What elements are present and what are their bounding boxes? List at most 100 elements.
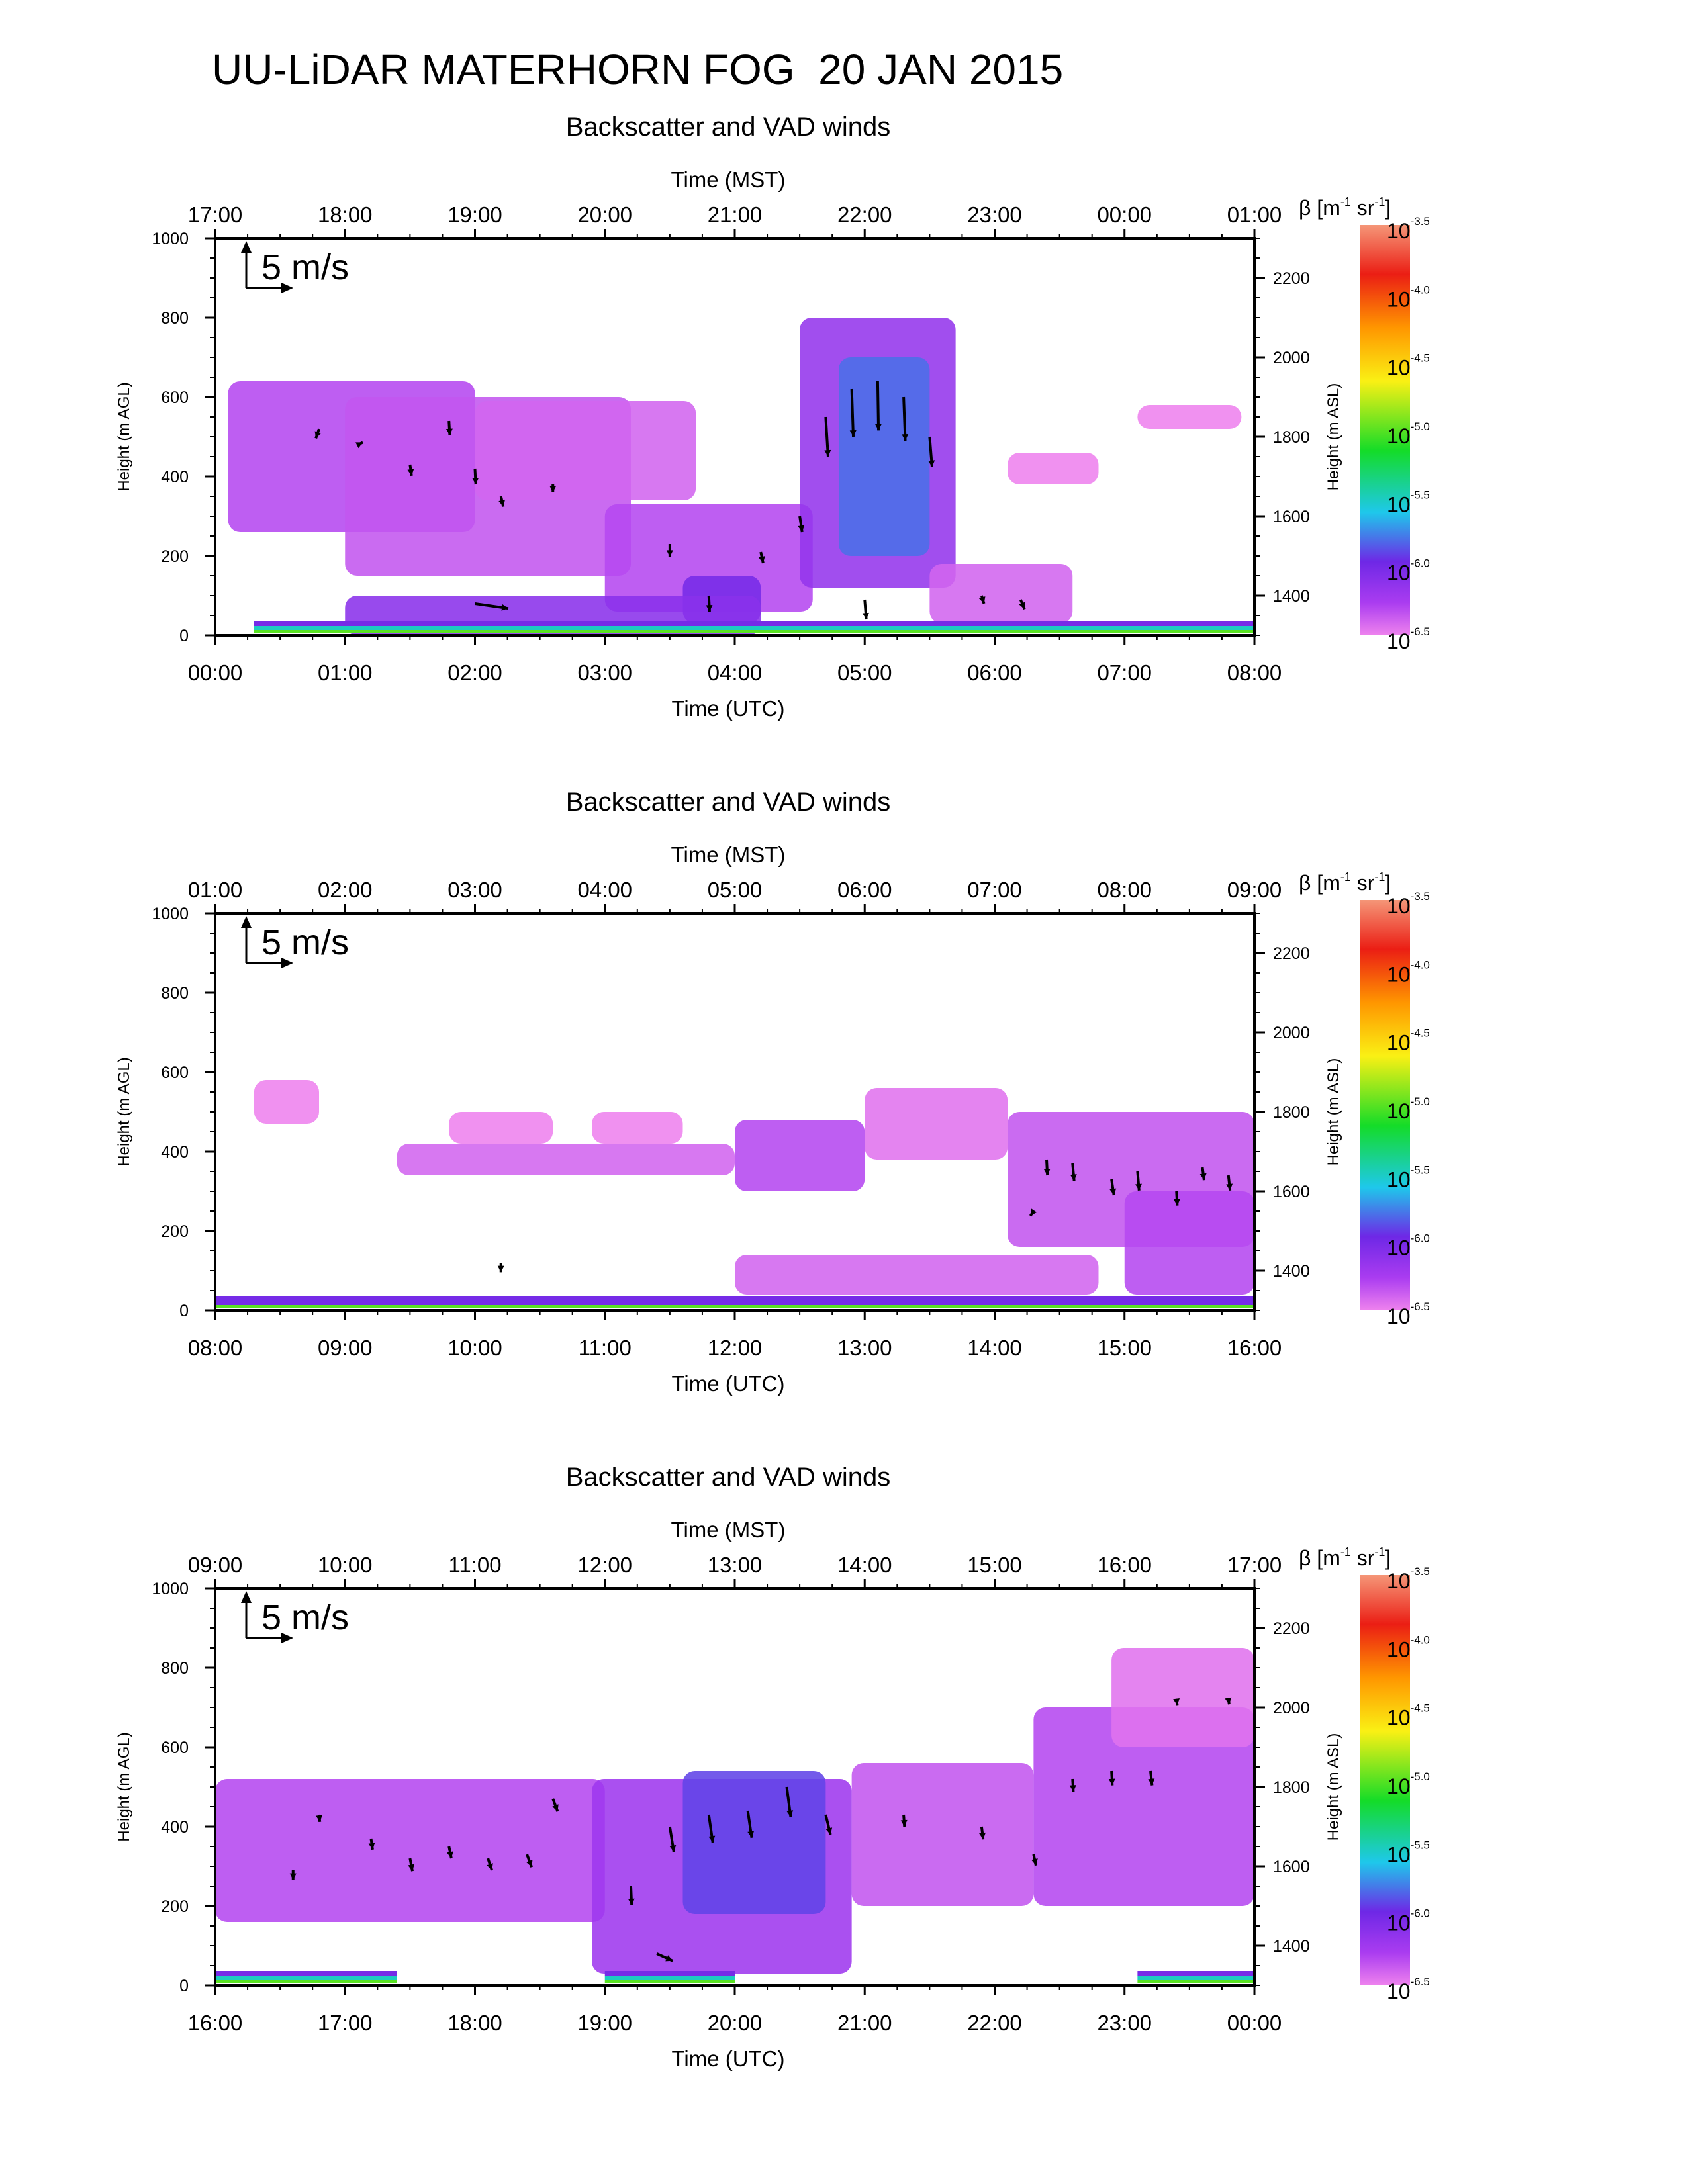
wind-vector-head <box>786 1810 794 1817</box>
y2-tick-label: 2000 <box>1273 1699 1310 1717</box>
wind-vector-head <box>501 604 508 611</box>
colorbar-tick-exponent: -5.0 <box>1411 420 1430 433</box>
y2-tick-label: 1600 <box>1273 1183 1310 1201</box>
y2-tick-label: 2200 <box>1273 269 1310 288</box>
backscatter-region <box>254 1080 319 1124</box>
wind-vector-head <box>979 1832 986 1840</box>
surface-layer-band <box>215 1980 397 1983</box>
wind-vector-head <box>825 1827 833 1835</box>
x2-tick-label: 14:00 <box>837 1553 892 1577</box>
backscatter-region <box>604 504 813 612</box>
x-tick-label: 10:00 <box>447 1336 502 1360</box>
chart-panel-1: Backscatter and VAD winds Time (MST) 00:00… <box>0 99 1688 761</box>
y-tick-label: 800 <box>161 309 189 328</box>
y2-tick-label: 1400 <box>1273 1262 1310 1281</box>
colorbar-tick-base: 10 <box>1387 561 1411 585</box>
colorbar-tick-base: 10 <box>1387 1236 1411 1260</box>
colorbar-tick-exponent: -6.0 <box>1411 1907 1430 1920</box>
colorbar-tick-exponent: -4.5 <box>1411 1027 1430 1040</box>
y2-tick-label: 1800 <box>1273 1778 1310 1797</box>
colorbar-tick-base: 10 <box>1387 894 1411 918</box>
colorbar-label-part: -1 <box>1374 870 1385 884</box>
wind-vector-head <box>1199 1173 1207 1181</box>
x-tick-label: 21:00 <box>837 2011 892 2035</box>
wind-vector-head <box>487 1863 493 1870</box>
x2-tick-label: 07:00 <box>967 878 1022 902</box>
wind-vector-head <box>1070 1174 1077 1181</box>
backscatter-region <box>215 1779 605 1922</box>
backscatter-region <box>1111 1648 1254 1747</box>
y2-tick-label: 1400 <box>1273 1937 1310 1956</box>
x-tick-label: 17:00 <box>318 2011 373 2035</box>
y-axis-label: Height (m AGL) <box>115 1732 133 1841</box>
x-tick-label: 22:00 <box>967 2011 1022 2035</box>
colorbar-label-part: sr <box>1351 871 1375 895</box>
wind-vector-head <box>1030 1208 1037 1216</box>
backscatter-region <box>735 1120 865 1191</box>
colorbar-tick-exponent: -6.5 <box>1411 1976 1430 1988</box>
x-tick-label: 03:00 <box>577 660 632 685</box>
wind-vector-head <box>1069 1785 1076 1792</box>
y-tick-label: 1000 <box>152 905 189 923</box>
backscatter-region <box>1033 1707 1254 1906</box>
x2-tick-label: 20:00 <box>577 203 632 227</box>
colorbar-tick-exponent: -3.5 <box>1411 1565 1430 1578</box>
colorbar-label-part: -1 <box>1340 1545 1351 1559</box>
surface-layer-band <box>254 630 1254 633</box>
colorbar-tick-exponent: -4.5 <box>1411 352 1430 365</box>
colorbar-tick-base: 10 <box>1387 1637 1411 1661</box>
chart-title: Backscatter and VAD winds <box>566 788 891 817</box>
wind-vector-head <box>665 1955 673 1962</box>
colorbar <box>1360 1575 1410 1985</box>
colorbar-tick-label: 10-6.0 <box>1387 1907 1430 1935</box>
wind-vector-head <box>902 434 909 441</box>
x-tick-label: 15:00 <box>1097 1336 1152 1360</box>
backscatter-region <box>682 1771 826 1914</box>
colorbar-tick-label: 10-6.5 <box>1387 625 1430 653</box>
wind-vector-head <box>526 1860 533 1868</box>
colorbar-tick-base: 10 <box>1387 1843 1411 1866</box>
y-tick-label: 600 <box>161 1064 189 1082</box>
colorbar-tick-base: 10 <box>1387 1304 1411 1328</box>
wind-vector-head <box>1148 1778 1155 1786</box>
wind-vector-head <box>1225 1697 1232 1705</box>
colorbar-tick-label: 10-3.5 <box>1387 890 1430 918</box>
wind-scale-arrowhead-v <box>241 241 252 253</box>
colorbar-tick-base: 10 <box>1387 1099 1411 1123</box>
y-axis-label: Height (m AGL) <box>115 1057 133 1166</box>
colorbar-tick-exponent: -4.0 <box>1411 283 1430 296</box>
x2-tick-label: 19:00 <box>447 203 502 227</box>
x-axis-label: Time (UTC) <box>671 2046 784 2071</box>
x-tick-label: 18:00 <box>447 2011 502 2035</box>
colorbar-tick-base: 10 <box>1387 356 1411 380</box>
colorbar-tick-label: 10-3.5 <box>1387 215 1430 243</box>
wind-vector-head <box>445 428 453 435</box>
wind-vector-head <box>900 1819 908 1827</box>
colorbar-tick-exponent: -5.5 <box>1411 488 1430 501</box>
colorbar-label-part: ] <box>1385 871 1391 895</box>
wind-vector-head <box>407 469 414 476</box>
wind-vector <box>902 396 907 441</box>
wind-vector-head <box>824 449 831 457</box>
surface-layer-band <box>1137 1980 1254 1983</box>
x-tick-label: 19:00 <box>577 2011 632 2035</box>
y2-tick-label: 1600 <box>1273 1858 1310 1876</box>
x2-tick-label: 04:00 <box>577 878 632 902</box>
x-tick-label: 20:00 <box>708 2011 763 2035</box>
colorbar-tick-base: 10 <box>1387 1167 1411 1191</box>
colorbar-label: β [m-1 sr-1] <box>1299 195 1391 220</box>
x2-tick-label: 05:00 <box>708 878 763 902</box>
wind-vector-head <box>472 477 479 484</box>
x2-tick-label: 01:00 <box>1227 203 1282 227</box>
wind-vector-head <box>1135 1183 1142 1191</box>
y2-tick-label: 2000 <box>1273 349 1310 367</box>
colorbar-label-part: ] <box>1385 196 1391 220</box>
x2-tick-label: 17:00 <box>1227 1553 1282 1577</box>
wind-vector-head <box>549 486 557 492</box>
colorbar-tick-label: 10-5.5 <box>1387 1163 1430 1191</box>
x2-tick-label: 11:00 <box>448 1553 501 1577</box>
colorbar-tick-base: 10 <box>1387 1774 1411 1798</box>
y-tick-label: 0 <box>179 1302 189 1320</box>
x2-tick-label: 22:00 <box>837 203 892 227</box>
colorbar-tick-label: 10-5.5 <box>1387 488 1430 516</box>
